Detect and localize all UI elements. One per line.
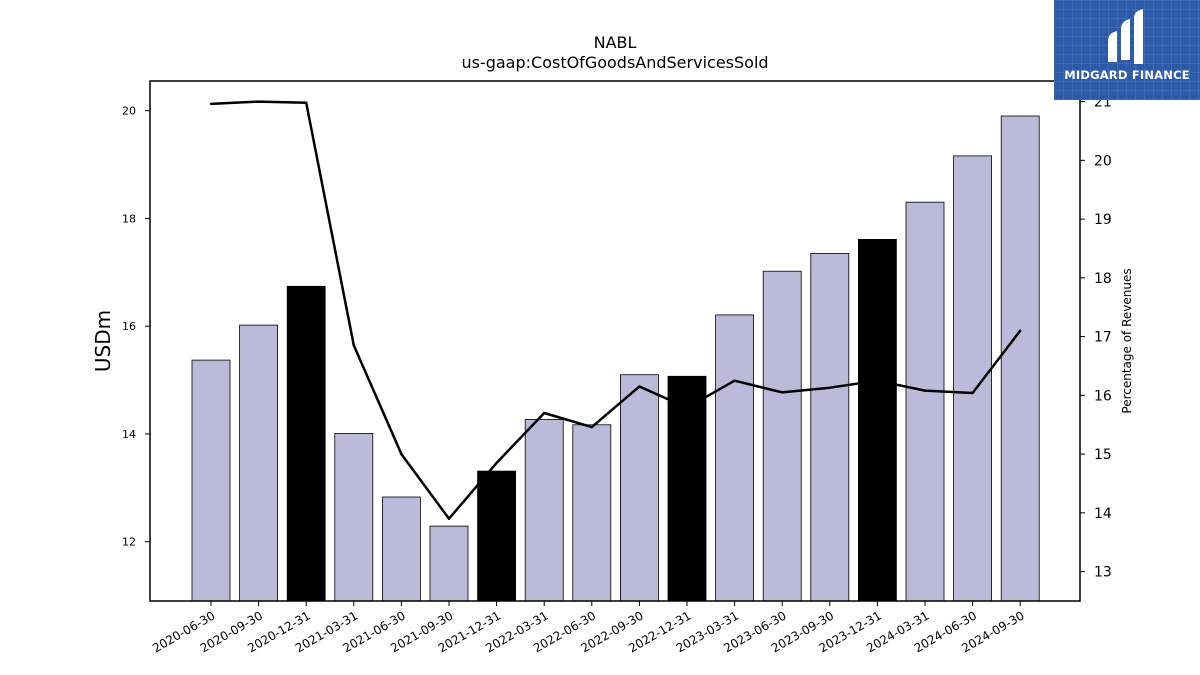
bar-2024-06-30: [953, 155, 992, 602]
y2-tick-label: 18: [1094, 271, 1112, 287]
line-point-2021-12-31: [495, 461, 498, 465]
x-axis: 2020-06-302020-09-302020-12-312021-03-31…: [150, 601, 1027, 655]
y-tick-label: 14: [122, 428, 136, 441]
bar-2024-09-30: [1000, 115, 1040, 602]
bar-2022-09-30: [620, 374, 659, 602]
bar-2023-03-31: [715, 314, 754, 602]
line-point-2024-06-30: [971, 391, 974, 395]
line-point-2023-06-30: [781, 391, 784, 394]
chart-subtitle: us-gaap:CostOfGoodsAndServicesSold: [461, 53, 768, 72]
plot-frame: [149, 80, 1081, 602]
line-point-2023-03-31: [733, 379, 736, 382]
line-point-2022-12-31: [685, 406, 689, 409]
line-point-2022-03-31: [543, 411, 546, 415]
y2-tick-label: 15: [1094, 447, 1112, 463]
bar-2020-09-30: [239, 324, 279, 602]
line-point-2022-06-30: [590, 425, 593, 429]
line-point-2023-12-31: [876, 379, 879, 382]
y-tick-label: 16: [122, 320, 136, 333]
logo-mark-icon: [1108, 9, 1143, 64]
bar-2020-06-30: [191, 359, 231, 602]
y2-axis-label: Percentage of Revenues: [1120, 268, 1134, 413]
line-point-2023-09-30: [828, 386, 831, 389]
bar-2022-06-30: [572, 424, 612, 602]
bar-2020-12-31: [286, 285, 326, 602]
y-tick-label: 20: [122, 105, 136, 118]
y2-tick-label: 13: [1094, 565, 1112, 581]
line-point-2021-09-30: [447, 517, 451, 520]
y2-tick-label: 19: [1094, 212, 1112, 228]
bar-layer: [191, 115, 1040, 602]
line-point-2021-03-31: [352, 344, 355, 347]
bar-2022-12-31: [667, 375, 707, 602]
y2-tick-label: 14: [1094, 506, 1112, 522]
bar-2021-09-30: [429, 525, 469, 602]
pct-revenue-line: [210, 100, 1022, 520]
bar-2021-03-31: [334, 432, 374, 602]
line-point-2022-09-30: [638, 385, 641, 388]
y-axis-label: USDm: [91, 310, 115, 372]
bar-2021-06-30: [381, 496, 421, 602]
bar-2023-12-31: [858, 238, 897, 602]
line-layer: [209, 100, 1022, 520]
line-point-2024-03-31: [923, 389, 927, 392]
line-point-2024-09-30: [1019, 329, 1022, 332]
y2-tick-label: 17: [1094, 330, 1112, 346]
bar-2022-03-31: [524, 418, 564, 602]
y2-tick-label: 16: [1094, 388, 1112, 404]
bar-2024-03-31: [905, 201, 945, 602]
line-point-2020-06-30: [209, 102, 213, 106]
bar-2023-06-30: [762, 270, 802, 602]
bar-2021-12-31: [477, 470, 517, 602]
line-point-2021-06-30: [400, 452, 403, 456]
y-tick-label: 12: [122, 536, 136, 549]
chart-title: NABL: [594, 33, 637, 52]
logo-text: MIDGARD FINANCE: [1064, 68, 1190, 82]
y-axis-left: 12 14 16 18 20: [122, 105, 150, 549]
y-tick-label: 18: [122, 212, 136, 225]
brand-logo: MIDGARD FINANCE: [1054, 0, 1200, 100]
line-point-2020-09-30: [257, 100, 260, 103]
line-point-2020-12-31: [305, 101, 308, 104]
bar-2023-09-30: [810, 252, 850, 602]
y2-tick-label: 20: [1094, 153, 1112, 169]
